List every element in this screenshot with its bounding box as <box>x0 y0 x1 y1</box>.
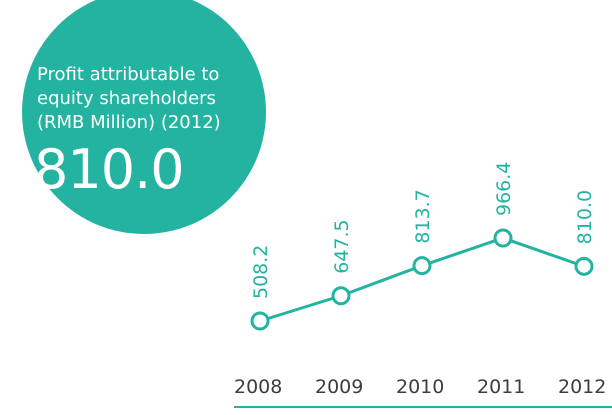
data-point-2008 <box>250 311 270 331</box>
series-line <box>259 236 585 323</box>
data-point-2012 <box>574 256 594 276</box>
data-label-2011: 966.4 <box>493 162 515 216</box>
x-tick-label-2009: 2009 <box>315 376 363 398</box>
data-point-2010 <box>412 256 432 276</box>
x-tick-label-2008: 2008 <box>234 376 282 398</box>
data-point-2009 <box>331 286 351 306</box>
data-label-2010: 813.7 <box>412 189 434 243</box>
data-label-2008: 508.2 <box>250 245 272 299</box>
data-label-2012: 810.0 <box>574 190 596 244</box>
chart-caption: Profit attributable to equity shareholde… <box>37 63 267 135</box>
highlight-value: 810.0 <box>34 138 185 201</box>
highlight-circle <box>22 0 266 234</box>
data-point-2011 <box>493 228 513 248</box>
caption-line-2: equity shareholders <box>37 88 216 109</box>
caption-line-3: (RMB Million) (2012) <box>37 112 221 133</box>
x-tick-label-2011: 2011 <box>477 376 525 398</box>
x-tick-label-2012: 2012 <box>558 376 606 398</box>
caption-line-1: Profit attributable to <box>37 64 220 85</box>
x-tick-label-2010: 2010 <box>396 376 444 398</box>
data-label-2009: 647.5 <box>331 219 353 273</box>
